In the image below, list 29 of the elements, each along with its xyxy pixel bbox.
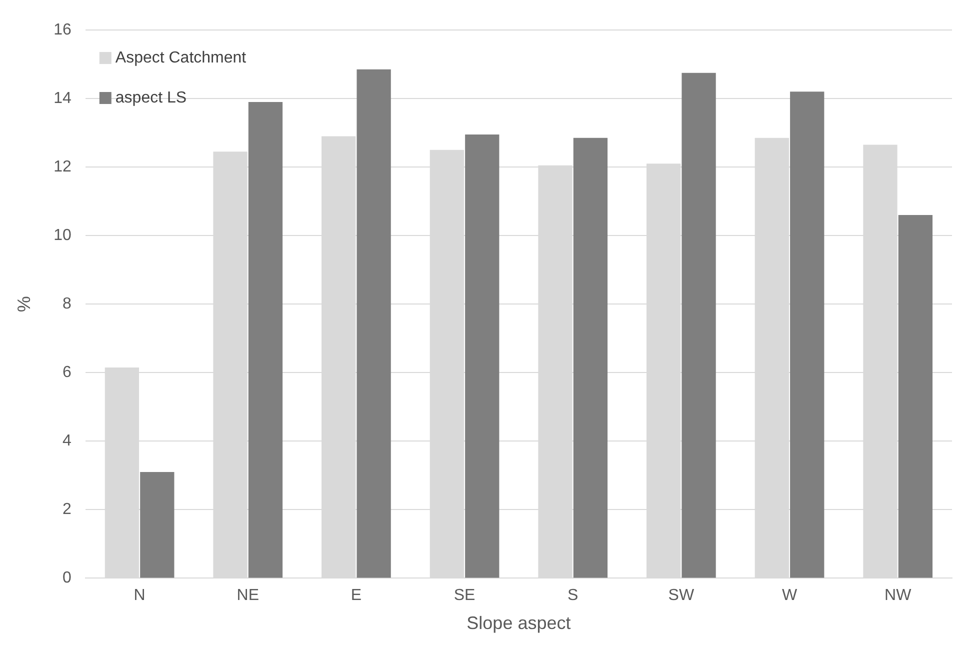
x-tick-label: SW (668, 587, 695, 604)
y-tick-label: 14 (54, 90, 72, 107)
y-tick-label: 0 (62, 570, 72, 587)
bar (898, 215, 933, 578)
x-tick-label: E (350, 587, 362, 604)
x-tick-label: NW (884, 587, 912, 604)
y-axis-title: % (14, 296, 34, 312)
y-tick-label: 16 (54, 21, 72, 38)
x-axis-title: Slope aspect (466, 613, 571, 634)
y-tick-label: 12 (54, 158, 72, 176)
y-tick-label: 2 (62, 501, 72, 518)
bar (248, 102, 283, 578)
y-tick-label: 4 (62, 432, 72, 450)
x-tick-label: W (782, 587, 798, 604)
legend-label: Aspect Catchment (115, 49, 247, 66)
y-tick-label: 8 (62, 296, 72, 313)
x-tick-label: N (134, 587, 146, 604)
x-tick-label: NE (236, 587, 259, 604)
bar (573, 138, 608, 578)
bar (790, 92, 824, 578)
bar (682, 72, 716, 578)
x-tick-label: SE (454, 587, 476, 604)
y-tick-label: 6 (62, 364, 72, 382)
x-tick-label: S (568, 587, 578, 604)
bar (465, 134, 500, 578)
bar (356, 69, 391, 578)
bar (140, 472, 174, 578)
y-tick-label: 10 (54, 226, 72, 244)
legend-label: aspect LS (115, 89, 187, 106)
